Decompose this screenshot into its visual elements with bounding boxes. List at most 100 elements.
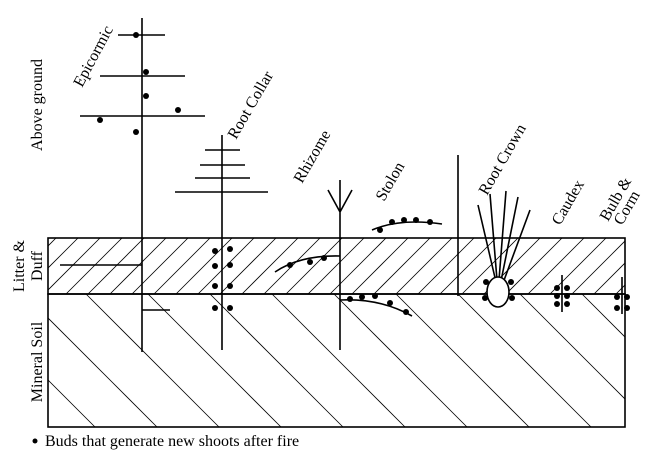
bud: [509, 295, 515, 301]
bud: [347, 296, 353, 302]
hatch-line: [519, 294, 625, 400]
buds: [97, 32, 630, 315]
hatch-line: [644, 294, 653, 427]
bud: [287, 262, 293, 268]
bud: [389, 219, 395, 225]
soil-hatch: [48, 294, 653, 427]
hatch-line: [395, 294, 530, 427]
bud: [401, 217, 407, 223]
bud: [483, 279, 489, 285]
bud: [508, 279, 514, 285]
root-collar: [175, 135, 268, 350]
bud: [387, 300, 393, 306]
plant-label: Stolon: [373, 159, 409, 204]
hatch-line: [395, 238, 453, 294]
hatch-line: [48, 317, 158, 427]
litter-hatch: [48, 238, 653, 294]
hatch-line: [333, 294, 468, 427]
hatch-line: [147, 294, 282, 427]
bud: [133, 32, 139, 38]
bud: [212, 263, 218, 269]
hatch-line: [417, 238, 475, 294]
bud: [359, 294, 365, 300]
bud: [554, 301, 560, 307]
plant-label: Caudex: [549, 177, 588, 228]
bud: [227, 305, 233, 311]
zone-label: Litter &: [11, 239, 28, 292]
hatch-line: [571, 240, 625, 294]
hatch-line: [175, 238, 233, 294]
root-crown-bulb: [486, 276, 510, 308]
hatch-line: [285, 238, 343, 294]
hatch-line: [109, 238, 167, 294]
hatch-line: [65, 238, 123, 294]
bud: [143, 69, 149, 75]
bud: [614, 294, 620, 300]
hatch-line: [85, 294, 220, 427]
bud: [212, 248, 218, 254]
bud: [403, 309, 409, 315]
bud: [307, 259, 313, 265]
plant-label: Epicormic: [71, 23, 117, 90]
hatch-line: [48, 238, 101, 291]
zone-label: Above ground: [29, 59, 46, 151]
hatch-line: [351, 238, 409, 294]
hatch-line: [48, 238, 79, 269]
bud: [97, 117, 103, 123]
hatch-line: [505, 238, 563, 294]
epicormic: [60, 18, 205, 352]
hatch-line: [581, 294, 625, 338]
hatch-line: [638, 238, 653, 294]
soil-layer: [47, 293, 626, 428]
bud: [554, 293, 560, 299]
bud: [624, 305, 630, 311]
bud: [614, 305, 620, 311]
hatch-line: [271, 294, 406, 427]
rhizome: [274, 180, 413, 350]
bud: [624, 294, 630, 300]
legend-bullet: [32, 438, 38, 444]
bud: [554, 285, 560, 291]
hatch-line: [87, 238, 145, 294]
bud: [227, 283, 233, 289]
bud: [427, 219, 433, 225]
hatch-line: [131, 238, 189, 294]
plants: [60, 18, 623, 352]
legend-text: Buds that generate new shoots after fire: [45, 433, 299, 450]
bud: [212, 283, 218, 289]
bud: [175, 107, 181, 113]
hatch-line: [209, 294, 344, 427]
hatch-line: [461, 238, 519, 294]
bud: [564, 285, 570, 291]
bud: [212, 305, 218, 311]
bud: [564, 293, 570, 299]
hatch-line: [549, 238, 607, 294]
bud: [413, 217, 419, 223]
hatch-line: [48, 379, 96, 427]
hatch-line: [153, 238, 211, 294]
hatch-line: [593, 262, 625, 294]
bud: [377, 227, 383, 233]
root-crown: [477, 190, 531, 284]
plant-label: Root Crown: [476, 121, 530, 198]
hatch-line: [241, 238, 299, 294]
bud: [143, 93, 149, 99]
bud: [564, 301, 570, 307]
caudex-bulb: [561, 275, 623, 314]
hatch-line: [329, 238, 387, 294]
bud: [227, 262, 233, 268]
zone-label: Mineral Soil: [29, 321, 46, 402]
bud: [321, 255, 327, 261]
plant-label: Rhizome: [291, 127, 335, 186]
bud: [372, 293, 378, 299]
hatch-line: [373, 238, 431, 294]
zone-label: Duff: [29, 250, 46, 281]
bud: [133, 129, 139, 135]
hatch-line: [527, 238, 585, 294]
plant-label: Root Collar: [225, 68, 278, 142]
bud: [482, 295, 488, 301]
bud: [227, 246, 233, 252]
plant-labels: Epicormic Root Collar Rhizome Stolon Roo…: [71, 23, 644, 228]
hatch-line: [307, 238, 365, 294]
